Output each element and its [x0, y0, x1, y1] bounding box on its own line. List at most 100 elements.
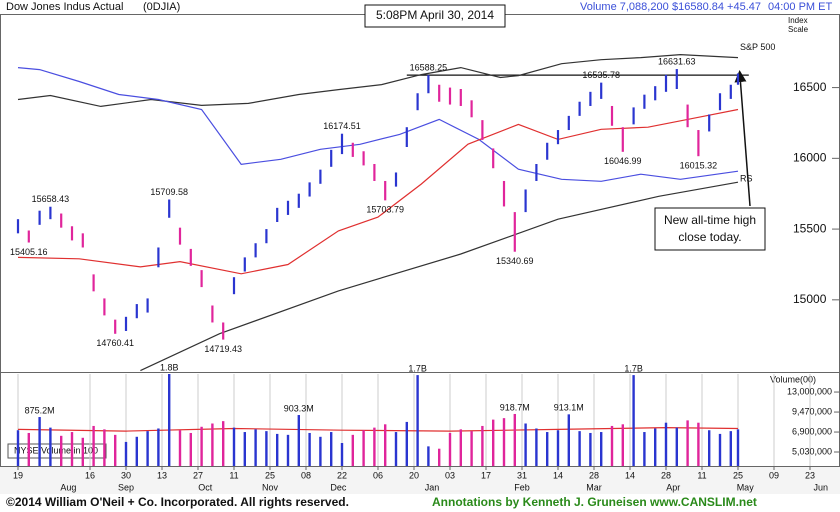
x-tick-label: 08 — [301, 470, 311, 480]
price-annotation: 16174.51 — [323, 121, 361, 131]
volume-annotation: 1.8B — [160, 362, 179, 372]
volume-bar — [492, 419, 495, 466]
line-series — [17, 108, 739, 275]
price-annotation: 16631.63 — [658, 56, 696, 66]
volume-bar — [697, 422, 700, 466]
month-label: Feb — [514, 482, 530, 492]
volume-tick-label: 9,470,000 — [792, 406, 832, 416]
price-text: $16580.84 +45.47 — [672, 1, 761, 13]
volume-bar — [178, 430, 182, 466]
volume-bar — [38, 417, 41, 466]
volume-bar — [654, 428, 657, 466]
volume-text: Volume 7,088,200 — [580, 1, 669, 13]
timestamp: 5:08PM April 30, 2014 — [376, 8, 494, 22]
y-tick-label: 15500 — [793, 221, 827, 235]
price-annotation: 16015.32 — [680, 161, 718, 171]
volume-bar — [81, 437, 84, 466]
scale-label: Index — [788, 16, 808, 25]
volume-bar — [718, 433, 722, 466]
volume-bar — [632, 375, 635, 466]
volume-bar — [736, 429, 740, 466]
title: Dow Jones Indus Actual — [6, 1, 123, 13]
volume-bar — [189, 432, 192, 466]
volume-annotation: 1.7B — [624, 363, 643, 373]
time-text: 04:00 PM ET — [768, 1, 832, 13]
volume-bar — [222, 421, 225, 466]
volume-tick-label: 5,030,000 — [792, 446, 832, 456]
volume-annotation: 875.2M — [25, 405, 55, 415]
symbol: (0DJIA) — [143, 1, 180, 13]
volume-bar — [610, 425, 614, 466]
x-tick-label: 23 — [805, 470, 815, 480]
x-tick-label: 14 — [625, 470, 635, 480]
volume-bar — [351, 434, 354, 466]
volume-bar — [319, 436, 322, 466]
volume-bar — [448, 432, 452, 466]
price-annotation: 14760.41 — [96, 338, 134, 348]
volume-average — [17, 426, 739, 432]
volume-bar — [232, 427, 236, 466]
series-label: RS — [740, 174, 753, 184]
x-tick-label: 31 — [517, 470, 527, 480]
volume-bar — [513, 413, 516, 466]
volume-bar — [384, 424, 387, 466]
volume-annotation: 918.7M — [500, 402, 530, 412]
volume-bar — [70, 432, 74, 466]
volume-annotation: 1.7B — [408, 363, 427, 373]
volume-bar — [286, 434, 290, 466]
volume-bar — [556, 430, 560, 466]
y-tick-label: 15000 — [793, 292, 827, 306]
volume-bar — [708, 430, 711, 466]
volume-bar — [438, 448, 441, 466]
x-tick-label: 28 — [589, 470, 599, 480]
credit: Annotations by Kenneth J. Gruneisen www.… — [432, 495, 757, 509]
x-tick-label: 22 — [337, 470, 347, 480]
volume-bar — [340, 443, 344, 466]
volume-bar — [276, 433, 279, 466]
volume-bar — [675, 427, 678, 466]
price-annotation: 15405.16 — [10, 247, 48, 257]
callout-arrow — [734, 70, 751, 207]
x-tick-label: 14 — [553, 470, 563, 480]
x-tick-label: 25 — [265, 470, 275, 480]
volume-bar — [664, 422, 668, 466]
volume-legend: NYSE Volume in 100 — [14, 445, 98, 455]
x-tick-label: 20 — [409, 470, 419, 480]
volume-bar — [567, 414, 570, 466]
y-tick-label: 16000 — [793, 151, 827, 165]
month-label: Apr — [666, 482, 680, 492]
callout-text: New all-time high — [664, 213, 756, 227]
volume-bar — [168, 374, 171, 466]
volume-bar — [92, 425, 95, 466]
volume-bar — [157, 428, 160, 466]
month-label: Mar — [586, 482, 602, 492]
price-annotation: 15658.43 — [32, 194, 70, 204]
x-tick-label: 09 — [769, 470, 779, 480]
volume-bar — [502, 418, 506, 466]
volume-bar — [135, 436, 138, 466]
month-label: Jan — [425, 482, 440, 492]
volume-bar — [643, 432, 646, 466]
volume-bar — [49, 427, 52, 466]
timestamp-box — [364, 4, 506, 28]
month-label: Aug — [60, 482, 76, 492]
volume-bar — [524, 423, 527, 466]
volume-bar — [297, 415, 300, 466]
volume-bar — [589, 432, 592, 466]
callout-box — [654, 207, 766, 251]
price-annotation: 14719.43 — [204, 344, 242, 354]
volume-bar — [481, 425, 484, 466]
x-tick-label: 30 — [121, 470, 131, 480]
volume-annotation: 913.1M — [554, 403, 584, 413]
volume-bar — [16, 430, 20, 466]
volume-annotation: 903.3M — [284, 403, 314, 413]
volume-bar — [146, 431, 149, 466]
line-series — [140, 181, 739, 372]
volume-bar — [114, 434, 117, 466]
volume-bar — [470, 431, 473, 466]
volume-bar — [459, 429, 462, 466]
x-tick-label: 03 — [445, 470, 455, 480]
scale-label: Scale — [788, 25, 809, 34]
x-tick-label: 16 — [85, 470, 95, 480]
